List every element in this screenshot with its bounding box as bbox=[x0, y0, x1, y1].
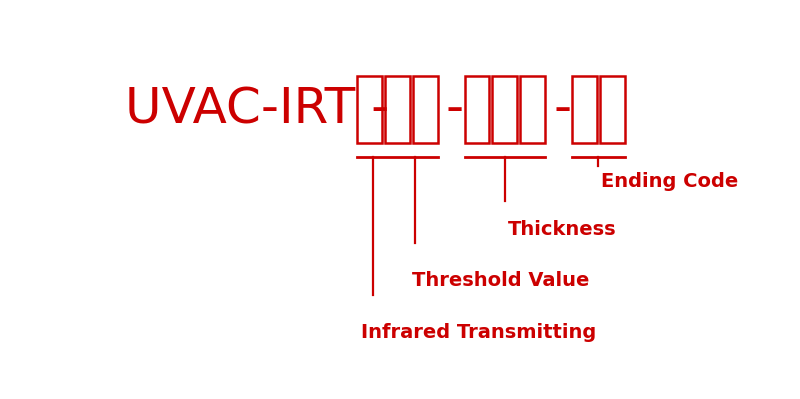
Text: UVAC-IRT -: UVAC-IRT - bbox=[125, 85, 389, 133]
Text: -: - bbox=[554, 85, 571, 133]
Bar bbox=[386, 75, 410, 143]
Text: -: - bbox=[446, 85, 464, 133]
Bar bbox=[358, 75, 382, 143]
Bar bbox=[600, 75, 625, 143]
Text: Infrared Transmitting: Infrared Transmitting bbox=[361, 323, 596, 342]
Text: Threshold Value: Threshold Value bbox=[412, 271, 590, 290]
Bar bbox=[493, 75, 518, 143]
Bar bbox=[572, 75, 597, 143]
Bar bbox=[413, 75, 438, 143]
Text: Thickness: Thickness bbox=[508, 220, 617, 239]
Text: Ending Code: Ending Code bbox=[602, 172, 738, 191]
Bar bbox=[520, 75, 545, 143]
Bar bbox=[465, 75, 490, 143]
